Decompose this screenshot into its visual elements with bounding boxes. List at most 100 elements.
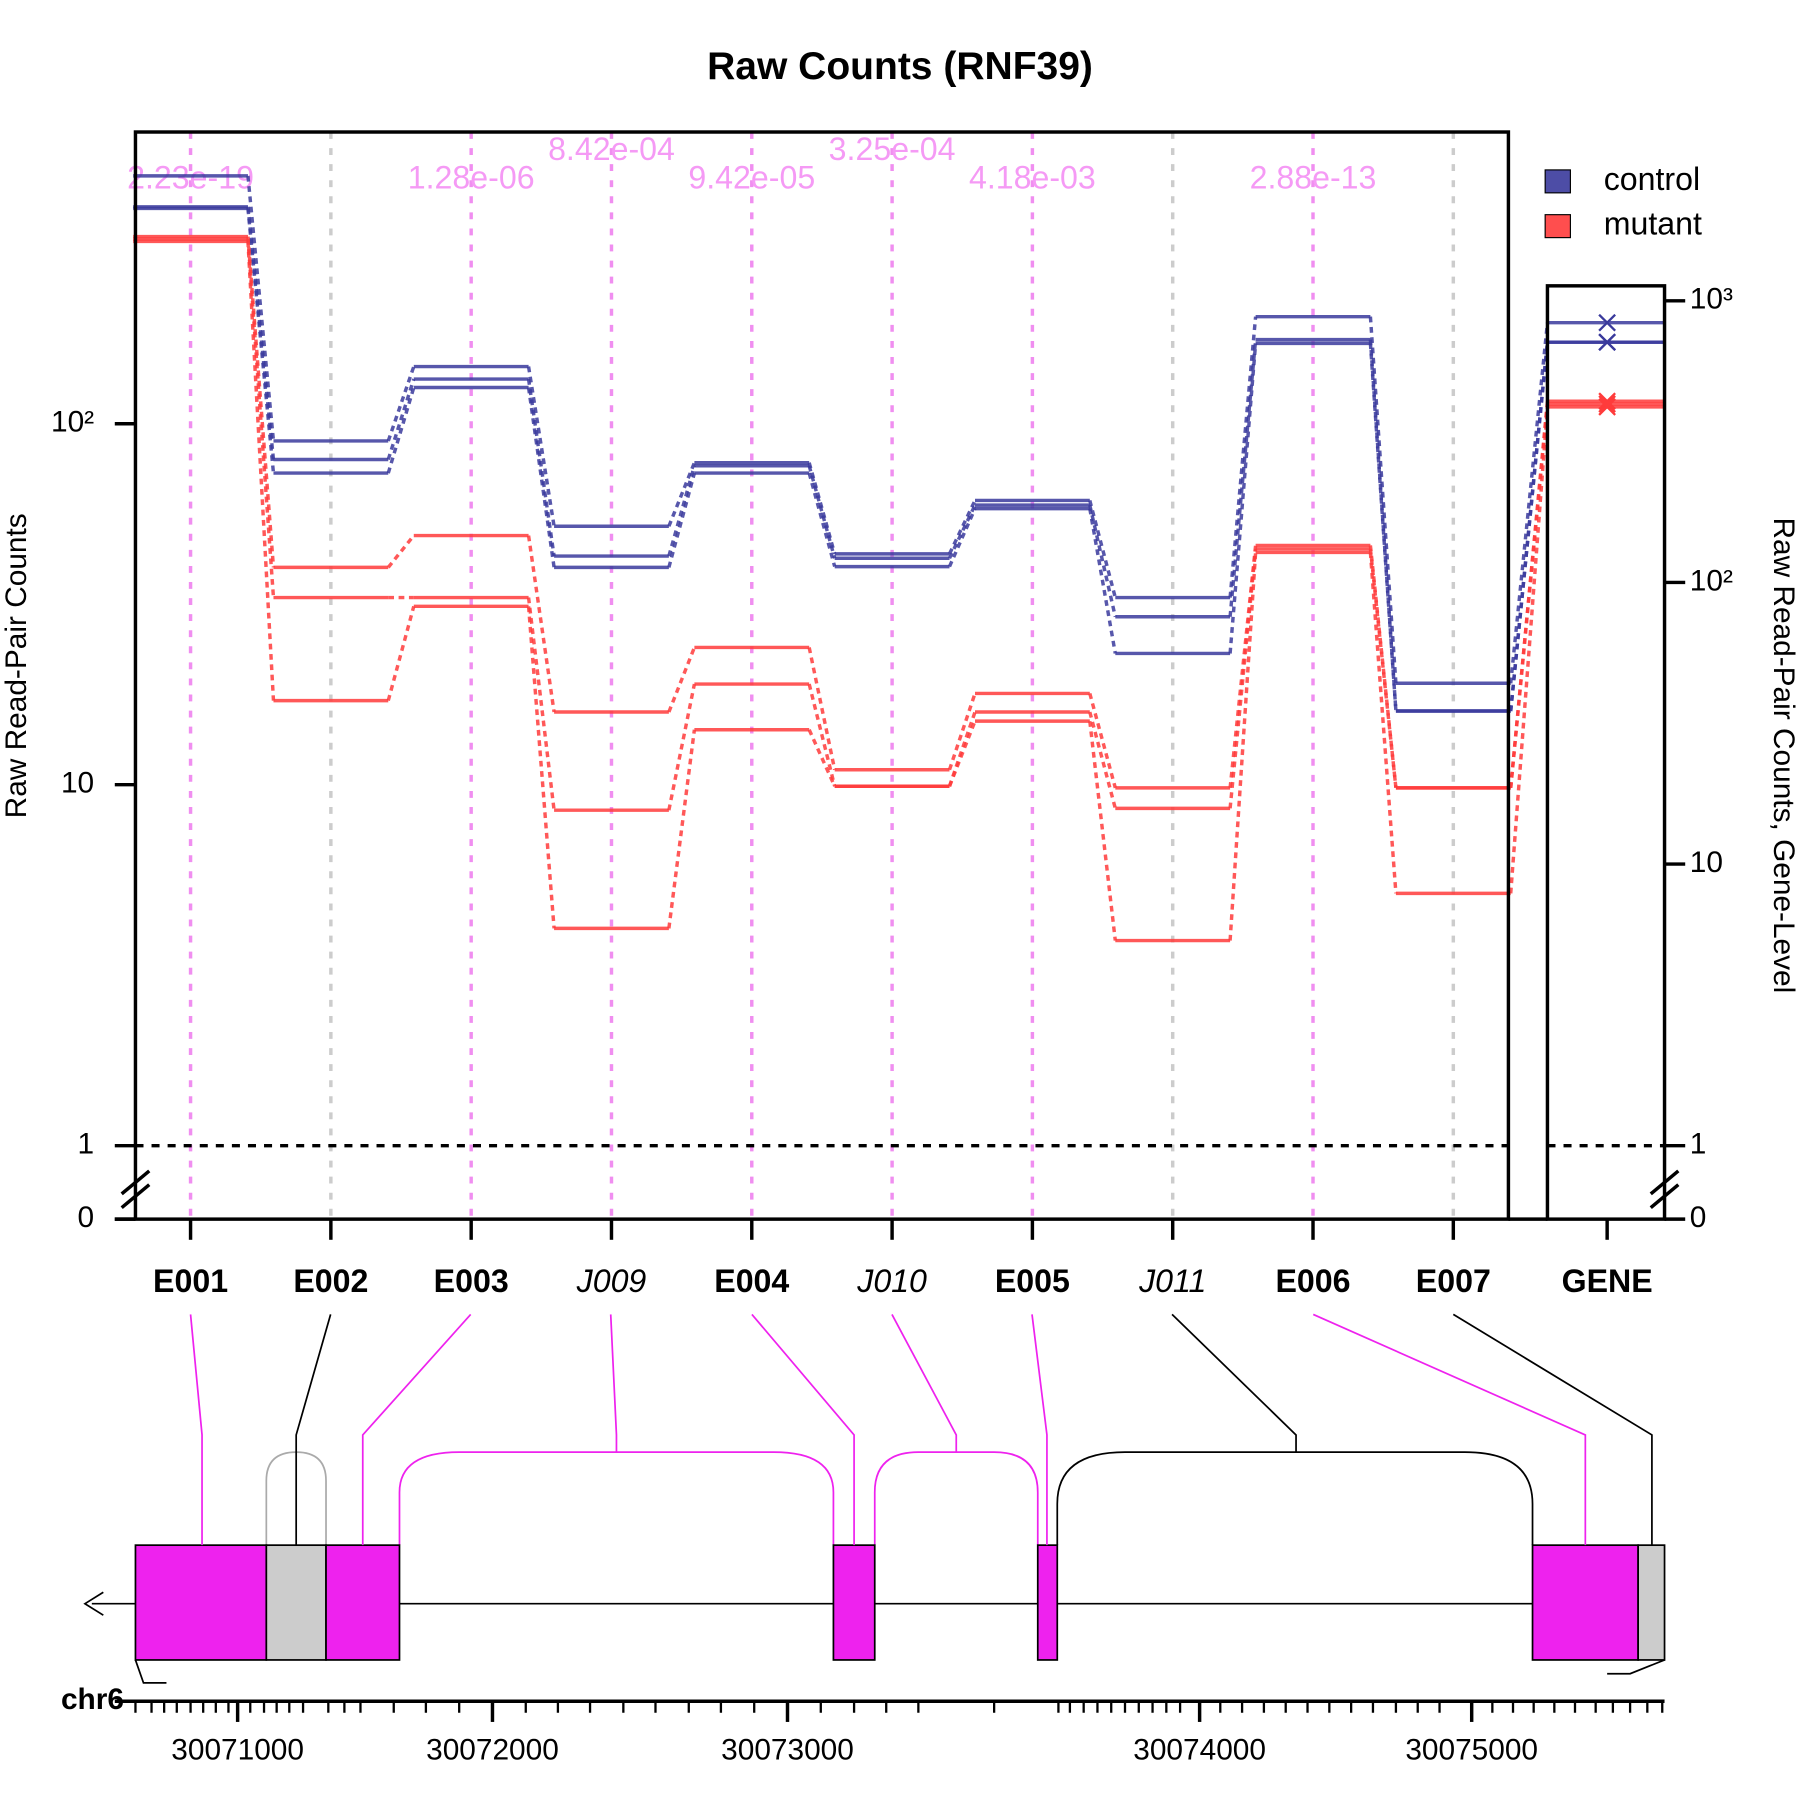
x-tick-label: E003 xyxy=(434,1263,509,1299)
count-connector xyxy=(526,597,556,811)
legend-swatch xyxy=(1544,169,1571,194)
count-connector xyxy=(1088,500,1117,598)
y-tick-label: 10 xyxy=(61,767,94,800)
count-connector xyxy=(947,692,977,771)
y2-tick-label: 10² xyxy=(1690,564,1733,597)
chart-title: Raw Counts (RNF39) xyxy=(707,45,1093,88)
count-connector xyxy=(1088,508,1118,654)
count-connector xyxy=(386,366,416,442)
count-connector xyxy=(1228,548,1258,809)
y2-tick-label: 10 xyxy=(1690,846,1723,879)
count-connector xyxy=(386,378,416,461)
y2-tick-label: 10³ xyxy=(1690,283,1733,316)
count-connector xyxy=(1508,406,1550,894)
exon xyxy=(134,1544,268,1661)
p-value: 2.23e-19 xyxy=(127,160,254,196)
count-connector xyxy=(246,208,276,474)
y-tick-label: 0 xyxy=(78,1201,95,1234)
count-connector xyxy=(807,465,837,559)
x-tick-label: E005 xyxy=(995,1263,1070,1299)
x-tick-label: J009 xyxy=(576,1263,647,1299)
count-connector xyxy=(947,720,977,787)
x-tick-label: J011 xyxy=(1138,1263,1206,1299)
exon xyxy=(1637,1544,1666,1661)
chrom-tick-label: 30074000 xyxy=(1133,1734,1266,1767)
junction-arc xyxy=(1056,1451,1534,1546)
axis-break xyxy=(120,1169,151,1196)
gene-marker xyxy=(1598,395,1616,413)
connector xyxy=(361,1313,472,1546)
bracket xyxy=(1607,1659,1665,1675)
count-connector xyxy=(386,605,416,702)
count-connector xyxy=(246,175,276,442)
axis-break xyxy=(120,1183,151,1209)
count-connector xyxy=(667,472,697,568)
legend-label: mutant xyxy=(1604,206,1702,242)
connector xyxy=(295,1314,332,1546)
connector xyxy=(1031,1314,1048,1546)
count-connector xyxy=(246,241,276,701)
chrom-tick-label: 30072000 xyxy=(426,1734,559,1767)
legend-label: control xyxy=(1604,161,1700,197)
junction-arc xyxy=(398,1451,835,1546)
chromosome-label: chr6 xyxy=(61,1683,124,1716)
y2-axis-label: Raw Read-Pair Counts, Gene-Level xyxy=(1767,517,1800,993)
count-connector xyxy=(1368,552,1398,894)
count-connector xyxy=(526,378,556,557)
chrom-tick-label: 30075000 xyxy=(1405,1734,1538,1767)
connector xyxy=(1312,1313,1587,1546)
strand-arrow xyxy=(83,1591,104,1616)
connector xyxy=(891,1314,958,1453)
count-connector xyxy=(807,472,837,568)
connector xyxy=(189,1314,203,1546)
x-tick-label: E007 xyxy=(1416,1263,1491,1299)
count-connector xyxy=(807,647,837,771)
count-connector xyxy=(807,729,837,787)
count-connector xyxy=(246,238,276,598)
connector xyxy=(609,1314,618,1453)
count-connector xyxy=(386,387,416,474)
exon xyxy=(1036,1544,1059,1661)
chrom-tick-label: 30071000 xyxy=(171,1734,304,1767)
connector xyxy=(1452,1313,1653,1546)
p-value: 1.28e-06 xyxy=(408,160,535,196)
connector xyxy=(751,1313,855,1546)
chrom-tick-label: 30073000 xyxy=(721,1734,854,1767)
x-tick-label: GENE xyxy=(1562,1263,1653,1299)
p-value: 3.25e-04 xyxy=(829,131,956,167)
axis-break xyxy=(1649,1169,1680,1196)
legend-swatch xyxy=(1544,214,1571,239)
y-tick-label: 1 xyxy=(78,1128,95,1161)
count-connector xyxy=(667,465,697,557)
gene-frame xyxy=(1545,284,1667,1221)
p-value: 4.18e-03 xyxy=(969,160,1096,196)
y2-tick-label: 0 xyxy=(1690,1201,1707,1234)
count-connector xyxy=(667,462,696,527)
exon xyxy=(1531,1544,1639,1661)
count-connector xyxy=(1228,552,1258,941)
count-connector xyxy=(667,683,697,811)
p-value: 2.88e-13 xyxy=(1250,160,1377,196)
count-connector xyxy=(386,534,416,569)
x-tick-label: E006 xyxy=(1275,1263,1350,1299)
axis-break xyxy=(1649,1183,1680,1209)
x-tick-label: E004 xyxy=(714,1263,789,1299)
x-tick-label: J010 xyxy=(856,1263,927,1299)
count-connector xyxy=(1228,343,1258,654)
y2-tick-label: 1 xyxy=(1690,1128,1707,1161)
count-connector xyxy=(807,683,837,787)
y-axis-label: Raw Read-Pair Counts xyxy=(0,513,33,818)
count-connector xyxy=(1088,711,1117,809)
x-tick-label: E002 xyxy=(293,1263,368,1299)
count-connector xyxy=(526,606,556,929)
count-connector xyxy=(1368,339,1398,712)
count-connector xyxy=(947,504,977,559)
exon xyxy=(265,1544,327,1661)
count-connector xyxy=(947,507,977,568)
plot-frame xyxy=(133,130,1511,1221)
gene-marker xyxy=(1598,333,1616,352)
count-connector xyxy=(1509,403,1550,789)
count-connector xyxy=(947,499,977,555)
p-value: 9.42e-05 xyxy=(688,160,815,196)
